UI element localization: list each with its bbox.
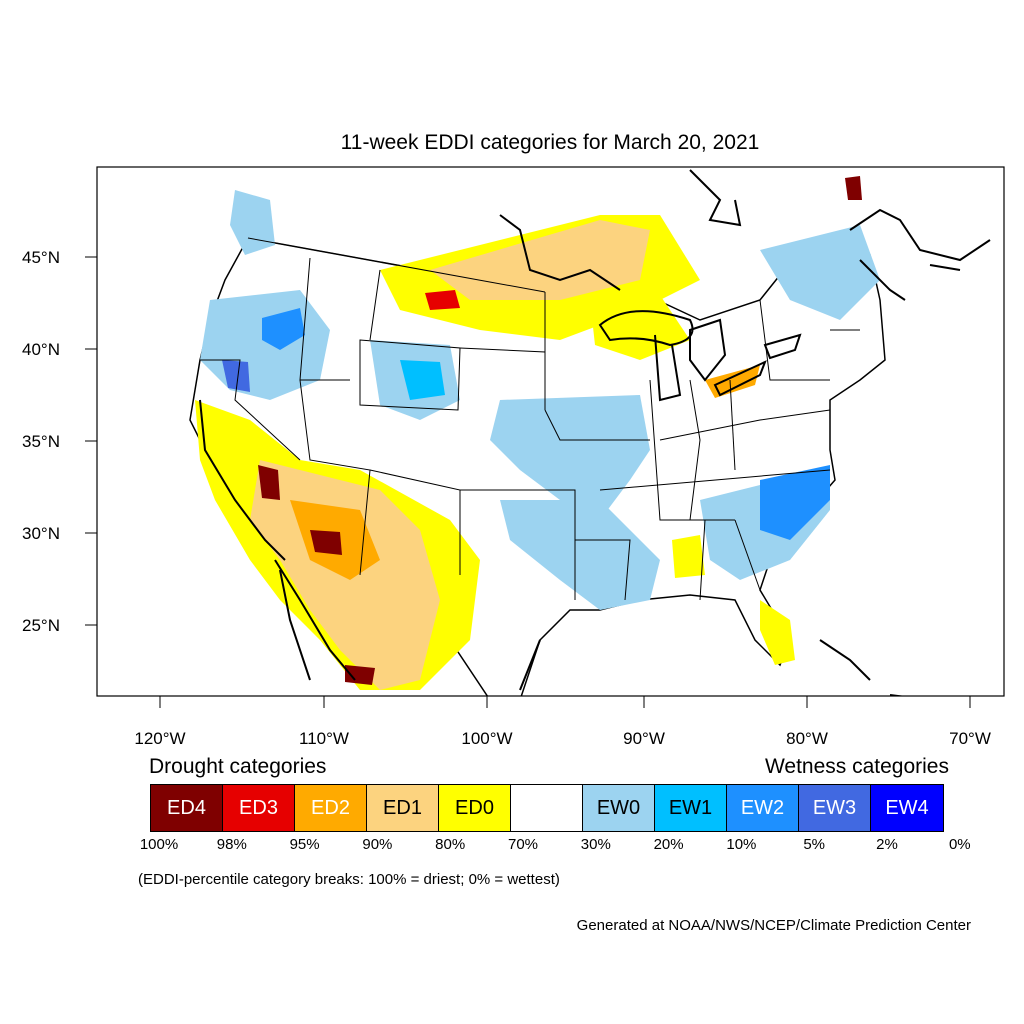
legend-swatch: EW0	[583, 785, 655, 831]
drought-heading: Drought categories	[149, 755, 327, 778]
map-frame	[96, 166, 1005, 697]
legend-swatch: ED1	[367, 785, 439, 831]
wet-region-northeast	[760, 225, 880, 320]
lon-tick-labels: 120°W 110°W 100°W 90°W 80°W 70°W	[134, 729, 990, 748]
map-title: 11-week EDDI categories for March 20, 20…	[340, 131, 760, 154]
lat-tick-label: 25°N	[22, 616, 60, 635]
legend-swatch	[511, 785, 583, 831]
dry-region-montana-core	[425, 290, 460, 310]
dry-region-mexico-core	[345, 665, 375, 685]
legend-swatch: EW1	[655, 785, 727, 831]
category-note: (EDDI-percentile category breaks: 100% =…	[138, 871, 560, 888]
lat-tick-label: 40°N	[22, 340, 60, 359]
dry-region-florida-ed0	[760, 600, 795, 665]
percentile-label: 80%	[435, 836, 466, 853]
percentile-label: 30%	[580, 836, 611, 853]
legend-swatch: EW4	[871, 785, 943, 831]
lon-tick-label: 80°W	[786, 729, 828, 748]
wet-region-cascades	[230, 190, 275, 255]
dry-region-south-ed0	[672, 535, 705, 578]
legend-swatch: ED4	[151, 785, 223, 831]
lat-tick-label: 30°N	[22, 524, 60, 543]
lat-axis	[85, 256, 97, 626]
category-legend: ED4 ED3 ED2 ED1 ED0 EW0 EW1 EW2 EW3 EW4	[150, 784, 944, 832]
legend-swatch: ED0	[439, 785, 511, 831]
percentile-label: 90%	[362, 836, 393, 853]
percentile-label: 0%	[948, 836, 971, 853]
wet-region-colorado-core	[400, 360, 445, 400]
eddi-map: 45°N 40°N 35°N 30°N 25°N 120°W 110°W 100…	[22, 166, 1005, 748]
lat-tick-label: 35°N	[22, 432, 60, 451]
credit-line: Generated at NOAA/NWS/NCEP/Climate Predi…	[576, 917, 971, 934]
wetness-heading: Wetness categories	[764, 755, 949, 778]
dry-region-nevada-core	[258, 465, 280, 500]
lat-tick-labels: 45°N 40°N 35°N 30°N 25°N	[22, 248, 60, 635]
percentile-label: 100%	[139, 836, 179, 853]
percentile-label: 20%	[653, 836, 684, 853]
legend-swatch: ED2	[295, 785, 367, 831]
lon-tick-label: 70°W	[949, 729, 991, 748]
dry-region-lake-erie-ed2	[705, 365, 760, 398]
dry-region-canada-east-ed4	[845, 176, 862, 200]
wet-region-oregon-core	[262, 308, 305, 350]
lon-tick-label: 100°W	[461, 729, 512, 748]
percentile-label: 70%	[507, 836, 539, 853]
legend-swatch: EW3	[799, 785, 871, 831]
percentile-label: 95%	[289, 836, 320, 853]
percentile-label: 10%	[726, 836, 757, 853]
state-boundaries	[200, 237, 860, 601]
legend-swatch: ED3	[223, 785, 295, 831]
dry-region-north-plains-ed1	[430, 220, 650, 300]
wet-region-carolinas	[760, 465, 830, 540]
wet-region-lower-miss	[500, 500, 660, 610]
lon-tick-label: 120°W	[134, 729, 185, 748]
percentile-label: 5%	[803, 836, 826, 853]
lon-tick-label: 110°W	[299, 729, 349, 748]
lon-axis	[159, 696, 971, 708]
percentile-label: 2%	[876, 836, 898, 853]
wet-region-nevada-core	[222, 360, 250, 392]
legend-swatch: EW2	[727, 785, 799, 831]
percentile-label: 98%	[216, 836, 247, 853]
dry-region-arizona-core	[310, 530, 342, 555]
lon-tick-label: 90°W	[623, 729, 665, 748]
lat-tick-label: 45°N	[22, 248, 60, 267]
